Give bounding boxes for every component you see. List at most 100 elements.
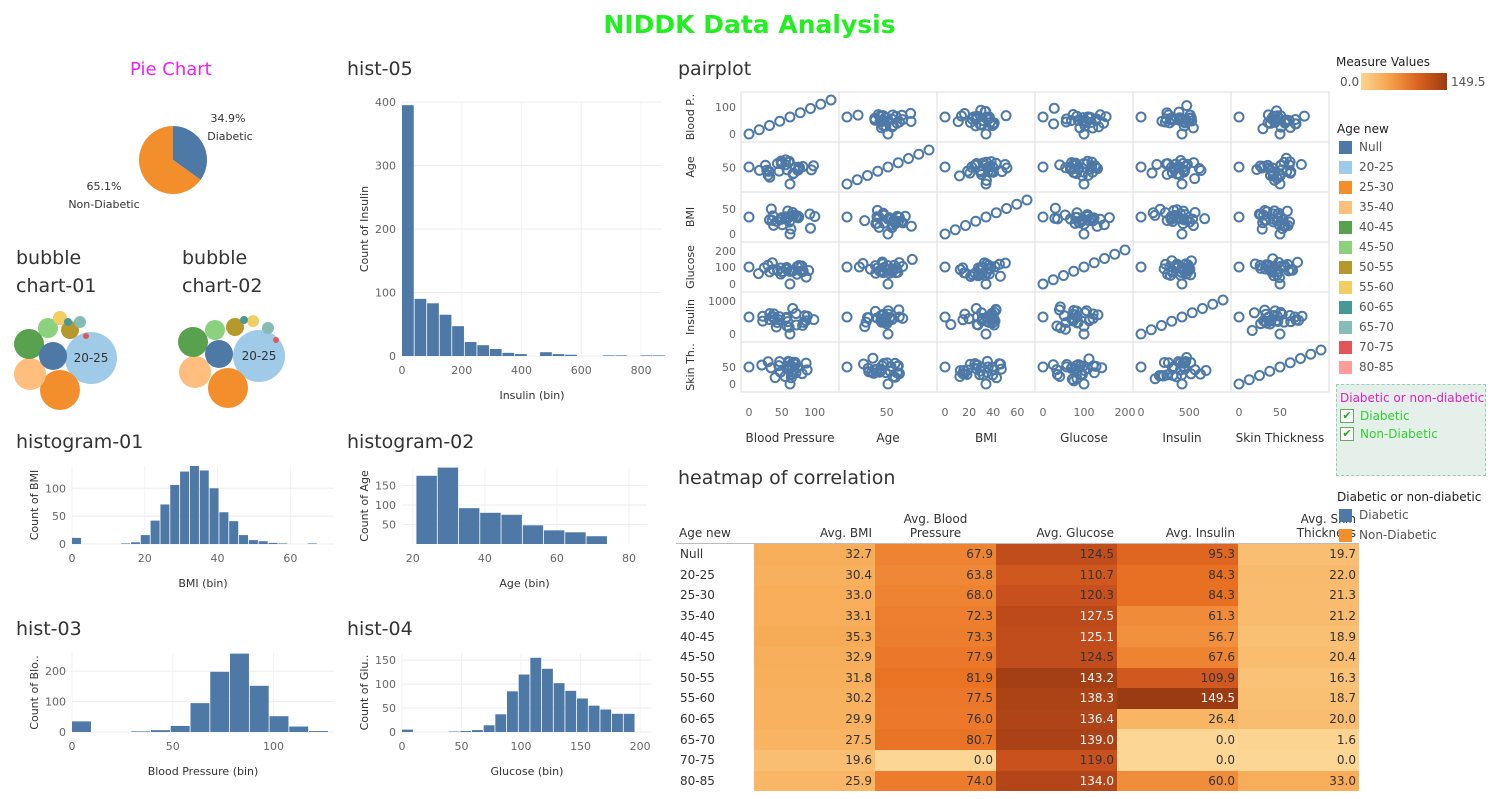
- pairplot-point: [1248, 307, 1260, 319]
- pairplot-point: [945, 319, 957, 331]
- histogram-02-chart: 50 100 150 20 40 60 80 Age (bin) Count of Age: [358, 467, 647, 590]
- heatmap-cell: 73.3: [875, 626, 996, 647]
- pairplot-point: [876, 313, 888, 325]
- pairplot-point: [1037, 211, 1049, 223]
- heatmap-row: 45-50 32.9 77.9 124.5 67.6 20.4: [676, 646, 1359, 668]
- pairplot-point: [1172, 161, 1184, 173]
- age-legend-label: 40-45: [1359, 220, 1394, 234]
- pairplot-point: [1266, 263, 1278, 275]
- pairplot-point: [1071, 207, 1083, 219]
- bubble-0: [65, 332, 117, 384]
- hist-04-chart: 0 50 100 150 0 50 100 150 200 Glucose (bin) Count …: [358, 653, 652, 778]
- bubble-8: [262, 322, 274, 334]
- histogram-bar: [623, 713, 635, 732]
- bubble-10: [83, 333, 89, 339]
- heatmap-cell: 25.9: [754, 770, 875, 792]
- heatmap-cell: 33.1: [754, 605, 875, 627]
- pairplot-point: [882, 328, 894, 340]
- pairplot-point: [1187, 122, 1199, 134]
- pairplot-point: [1048, 102, 1060, 114]
- pairplot-point: [807, 160, 819, 172]
- heatmap-cell: 72.3: [875, 605, 996, 627]
- pairplot-point: [841, 111, 853, 123]
- pairplot-point: [1267, 170, 1279, 182]
- pairplot-point: [1070, 360, 1082, 372]
- pie-label-name: Non-Diabetic: [68, 198, 139, 211]
- heatmap-row: 35-40 33.1 72.3 127.5 61.3 21.2: [676, 605, 1359, 627]
- age-legend-item: 55-60: [1339, 277, 1394, 297]
- pairplot-point: [1174, 357, 1186, 369]
- pairplot-point: [871, 204, 883, 216]
- age-legend-label: 25-30: [1359, 180, 1394, 194]
- pairplot-point: [1296, 310, 1308, 322]
- diabetic-legend: Diabetic Non-Diabetic: [1339, 505, 1437, 545]
- heatmap-container: Age new Avg. BMI Avg. Blood Pressure Avg. G…: [676, 500, 1359, 792]
- checkbox-diabetic[interactable]: ✔: [1340, 409, 1354, 423]
- bubble-chart-01: 20-25: [14, 311, 117, 410]
- filter-option-non-diabetic[interactable]: ✔ Non-Diabetic: [1340, 425, 1485, 443]
- pairplot-row-label: Blood P..: [684, 94, 697, 140]
- pairplot-point: [1274, 361, 1286, 373]
- filter-option-diabetic[interactable]: ✔ Diabetic: [1340, 407, 1485, 425]
- heatmap-row-label: 65-70: [680, 732, 715, 747]
- age-legend-label: 60-65: [1359, 300, 1394, 314]
- heatmap-cell: 21.3: [1238, 585, 1359, 606]
- pairplot-point: [800, 315, 812, 327]
- checkbox-non-diabetic[interactable]: ✔: [1340, 427, 1354, 441]
- age-legend-item: 25-30: [1339, 177, 1394, 197]
- bubble-5: [38, 318, 58, 338]
- pairplot-point: [1285, 316, 1297, 328]
- pairplot-point: [1180, 114, 1192, 126]
- pairplot-point: [976, 315, 988, 327]
- pairplot-row-label: BMI: [684, 207, 697, 227]
- pairplot-point: [889, 357, 901, 369]
- pairplot-point: [952, 116, 964, 128]
- pairplot-col-label: Blood Pressure: [746, 431, 835, 445]
- pairplot-point: [766, 257, 778, 269]
- heatmap-cell: 138.3: [996, 688, 1117, 709]
- pie-slice-1: [139, 126, 201, 194]
- y-tick-label: 200: [45, 665, 66, 678]
- pairplot-point: [815, 98, 827, 110]
- heatmap-cell: 84.3: [1117, 564, 1238, 586]
- x-axis-label: Glucose (bin): [491, 765, 564, 778]
- age-legend-label: 35-40: [1359, 200, 1394, 214]
- pairplot-point: [1199, 213, 1211, 225]
- pairplot-point: [1081, 305, 1093, 317]
- x-tick-label: 150: [570, 740, 591, 753]
- age-legend-swatch: [1339, 180, 1352, 194]
- heatmap-cell: 21.2: [1238, 605, 1359, 627]
- histogram-bar: [140, 535, 150, 544]
- heatmap-row: 40-45 35.3 73.3 125.1 56.7 18.9: [676, 626, 1359, 647]
- heatmap-cell: 35.3: [754, 626, 875, 647]
- y-tick-label: 300: [375, 160, 396, 173]
- histogram-bar: [402, 729, 413, 732]
- pairplot-y-tick: 1000: [708, 295, 736, 308]
- y-tick-label: 100: [45, 482, 66, 495]
- x-axis-label: BMI (bin): [178, 577, 227, 590]
- pairplot-x-tick: 60: [1010, 406, 1024, 419]
- heatmap-cell: 134.0: [996, 770, 1117, 792]
- age-legend-swatch: [1339, 320, 1352, 334]
- pairplot-point: [893, 304, 905, 316]
- pairplot-point: [752, 268, 764, 280]
- pairplot-cell: [936, 191, 1036, 243]
- pairplot-point: [800, 357, 812, 369]
- pairplot-point: [787, 168, 799, 180]
- age-legend-item: Null: [1339, 137, 1394, 157]
- heatmap-cell: 31.8: [754, 667, 875, 689]
- pairplot-point: [1091, 220, 1103, 232]
- pairplot-point: [1187, 213, 1199, 225]
- pairplot-y-tick: 200: [715, 245, 736, 258]
- pairplot-point: [1186, 307, 1198, 319]
- pairplot-point: [1109, 248, 1121, 260]
- pairplot-point: [958, 365, 970, 377]
- histogram-bar: [477, 345, 490, 356]
- pairplot-row-label: Insulin: [684, 299, 697, 335]
- pairplot-title: pairplot: [678, 58, 752, 80]
- pairplot-point: [1256, 162, 1268, 174]
- pairplot-row-label: Glucose: [684, 245, 697, 289]
- pairplot-x-tick: 100: [804, 406, 825, 419]
- pairplot-point: [1233, 161, 1245, 173]
- pairplot-point: [986, 317, 998, 329]
